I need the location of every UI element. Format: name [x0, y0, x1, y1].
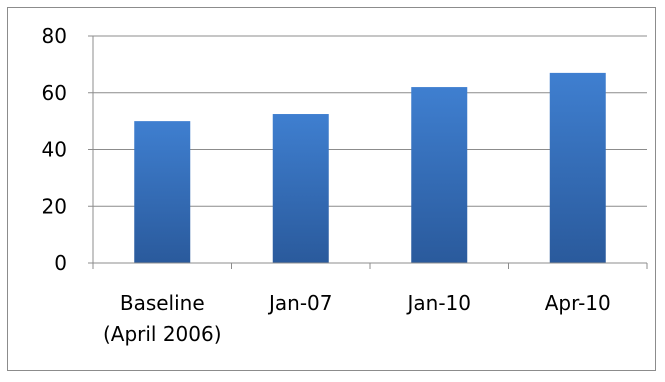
bar	[549, 72, 606, 263]
y-tick-label: 0	[54, 251, 67, 275]
chart-frame	[7, 7, 656, 371]
x-category-label: Apr-10	[545, 291, 611, 315]
bars	[134, 72, 606, 263]
x-category-label-line: Baseline	[120, 291, 205, 315]
x-category-label: Baseline (April 2006)	[103, 291, 222, 346]
bar	[134, 121, 191, 263]
axes	[88, 35, 648, 269]
x-category-label-line: Jan-10	[406, 291, 472, 315]
labels: 0 20 40 60 80 Baseline (April 2006) Jan-07 Jan-1…	[42, 24, 611, 346]
x-category-label-line: Apr-10	[545, 291, 611, 315]
y-tick-label: 60	[42, 81, 67, 105]
y-tick-label: 40	[42, 138, 67, 162]
x-category-label-line: (April 2006)	[103, 322, 222, 346]
x-category-label: Jan-07	[267, 291, 333, 315]
x-category-label-line: Jan-07	[267, 291, 333, 315]
y-tick-label: 80	[42, 24, 67, 48]
y-tick-label: 20	[42, 194, 67, 218]
x-category-label: Jan-10	[406, 291, 472, 315]
bar	[411, 87, 468, 263]
bar	[272, 114, 329, 263]
